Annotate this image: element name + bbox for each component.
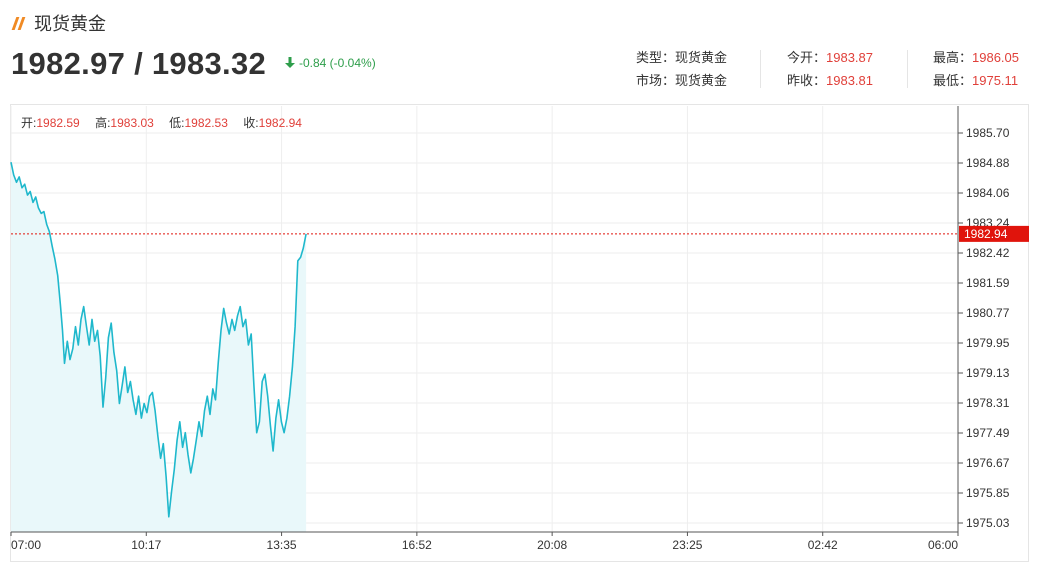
y-tick-label: 1979.13 — [966, 366, 1010, 380]
ohlc-close-value: 1982.94 — [258, 116, 302, 130]
y-tick-label: 1984.06 — [966, 186, 1010, 200]
bid-ask-price: 1982.97 / 1983.32 — [11, 46, 267, 81]
y-tick-label: 1975.03 — [966, 516, 1010, 530]
x-tick-label: 20:08 — [537, 538, 567, 552]
x-tick-label: 23:25 — [672, 538, 702, 552]
low-value: 1975.11 — [972, 73, 1019, 88]
ohlc-low-label: 低: — [169, 116, 185, 130]
ohlc-open-label: 开: — [21, 116, 37, 130]
last-price-badge — [959, 225, 1029, 242]
info-divider — [907, 50, 908, 88]
y-tick-label: 1975.85 — [966, 486, 1010, 500]
low-label: 最低： — [933, 73, 973, 88]
info-open-close: 今开：1983.87 昨收：1983.81 — [787, 46, 873, 92]
market-label: 市场： — [636, 73, 676, 88]
ohlc-high-label: 高: — [95, 116, 111, 130]
high-label: 最高： — [933, 50, 973, 65]
last-price-label: 1982.94 — [964, 227, 1008, 241]
y-tick-label: 1978.31 — [966, 396, 1010, 410]
ohlc-open-value: 1982.59 — [36, 116, 80, 130]
prev-close-label: 昨收： — [787, 73, 827, 88]
x-tick-label: 06:00 — [928, 538, 958, 552]
title-bar: 现货黄金 — [11, 10, 106, 36]
ohlc-low-value: 1982.53 — [184, 116, 228, 130]
x-tick-label: 16:52 — [402, 538, 432, 552]
ohlc-readout: 开:1982.59 高:1983.03 低:1982.53 收:1982.94 — [21, 114, 314, 131]
y-tick-label: 1985.70 — [966, 126, 1010, 140]
prev-close-value: 1983.81 — [826, 73, 874, 88]
y-tick-label: 1984.88 — [966, 156, 1010, 170]
info-divider — [760, 50, 761, 88]
price-series-line — [10, 162, 307, 518]
ohlc-high-value: 1983.03 — [110, 116, 154, 130]
x-tick-label: 10:17 — [131, 538, 161, 552]
price-area-fill — [11, 162, 307, 532]
type-label: 类型： — [636, 50, 676, 65]
price-change-text: -0.84 (-0.04%) — [299, 56, 376, 70]
ohlc-close-label: 收: — [243, 116, 259, 130]
y-tick-label: 1980.77 — [966, 306, 1010, 320]
info-high-low: 最高：1986.05 最低：1975.11 — [933, 46, 1019, 92]
y-tick-label: 1979.95 — [966, 336, 1010, 350]
type-value: 现货黄金 — [675, 50, 728, 65]
y-tick-label: 1977.49 — [966, 426, 1010, 440]
x-tick-label: 07:00 — [11, 538, 41, 552]
x-tick-label: 13:35 — [267, 538, 297, 552]
open-label: 今开： — [787, 50, 827, 65]
open-value: 1983.87 — [826, 50, 874, 65]
y-tick-label: 1976.67 — [966, 456, 1010, 470]
price-change: -0.84 (-0.04%) — [285, 56, 376, 70]
x-tick-label: 02:42 — [808, 538, 838, 552]
down-arrow-icon — [285, 57, 295, 68]
y-tick-label: 1982.42 — [966, 246, 1010, 260]
high-value: 1986.05 — [972, 50, 1020, 65]
y-tick-label: 1981.59 — [966, 276, 1010, 290]
page-title: 现货黄金 — [34, 14, 106, 34]
info-type-market: 类型：现货黄金 市场：现货黄金 — [636, 46, 727, 92]
market-value: 现货黄金 — [675, 73, 728, 88]
